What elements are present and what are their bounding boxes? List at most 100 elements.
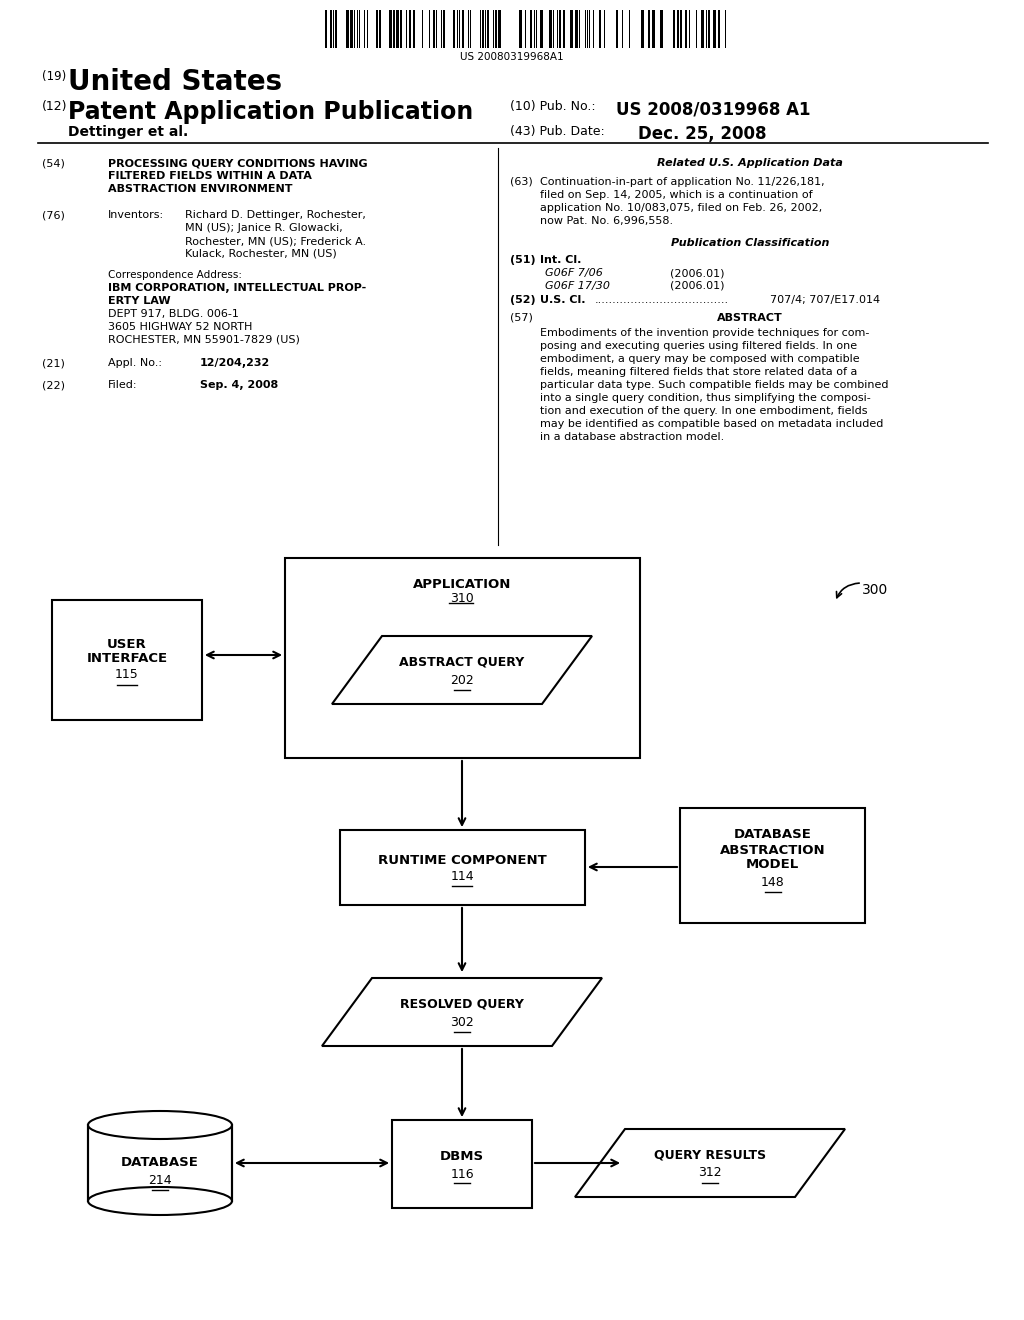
Text: 312: 312	[698, 1167, 722, 1180]
Bar	[677, 11, 679, 48]
Text: RESOLVED QUERY: RESOLVED QUERY	[400, 998, 524, 1011]
Text: Appl. No.:: Appl. No.:	[108, 358, 162, 368]
Text: RUNTIME COMPONENT: RUNTIME COMPONENT	[378, 854, 547, 866]
Bar	[718, 11, 720, 48]
Text: Rochester, MN (US); Frederick A.: Rochester, MN (US); Frederick A.	[185, 236, 367, 246]
Text: (22): (22)	[42, 380, 65, 389]
Bar	[389, 11, 392, 48]
Bar	[519, 11, 522, 48]
Text: (21): (21)	[42, 358, 65, 368]
Text: G06F 7/06: G06F 7/06	[545, 268, 603, 279]
Text: Publication Classification: Publication Classification	[671, 238, 829, 248]
Text: FILTERED FIELDS WITHIN A DATA: FILTERED FIELDS WITHIN A DATA	[108, 172, 312, 181]
Bar	[376, 11, 378, 48]
Ellipse shape	[88, 1111, 232, 1139]
Bar	[453, 11, 455, 48]
Text: (2006.01): (2006.01)	[670, 281, 725, 290]
Bar	[713, 11, 716, 48]
Text: Related U.S. Application Data: Related U.S. Application Data	[657, 158, 843, 168]
Text: (54): (54)	[42, 158, 65, 168]
Ellipse shape	[88, 1187, 232, 1214]
Text: 148: 148	[761, 875, 784, 888]
Bar	[413, 11, 415, 48]
Text: Embodiments of the invention provide techniques for com-: Embodiments of the invention provide tec…	[540, 327, 869, 338]
Text: posing and executing queries using filtered fields. In one: posing and executing queries using filte…	[540, 341, 857, 351]
Text: MODEL: MODEL	[745, 858, 799, 871]
Polygon shape	[332, 636, 592, 704]
Text: 3605 HIGHWAY 52 NORTH: 3605 HIGHWAY 52 NORTH	[108, 322, 252, 333]
Text: 310: 310	[451, 591, 474, 605]
Text: (52): (52)	[510, 294, 536, 305]
Bar	[599, 11, 601, 48]
Bar	[648, 11, 650, 48]
Bar	[433, 11, 435, 48]
Bar	[549, 11, 552, 48]
Text: Inventors:: Inventors:	[108, 210, 164, 220]
Text: PROCESSING QUERY CONDITIONS HAVING: PROCESSING QUERY CONDITIONS HAVING	[108, 158, 368, 168]
Text: MN (US); Janice R. Glowacki,: MN (US); Janice R. Glowacki,	[185, 223, 343, 234]
Text: 12/204,232: 12/204,232	[200, 358, 270, 368]
Bar	[52, 601, 202, 719]
Text: Sep. 4, 2008: Sep. 4, 2008	[200, 380, 279, 389]
Bar	[660, 11, 663, 48]
Text: Richard D. Dettinger, Rochester,: Richard D. Dettinger, Rochester,	[185, 210, 366, 220]
Text: IBM CORPORATION, INTELLECTUAL PROP-: IBM CORPORATION, INTELLECTUAL PROP-	[108, 282, 367, 293]
Text: Dettinger et al.: Dettinger et al.	[68, 125, 188, 139]
Text: tion and execution of the query. In one embodiment, fields: tion and execution of the query. In one …	[540, 407, 867, 416]
Polygon shape	[322, 978, 602, 1045]
Text: G06F 17/30: G06F 17/30	[545, 281, 610, 290]
Bar	[325, 11, 327, 48]
Text: 214: 214	[148, 1173, 172, 1187]
Text: USER: USER	[108, 639, 146, 652]
Text: ABSTRACTION ENVIRONMENT: ABSTRACTION ENVIRONMENT	[108, 183, 293, 194]
Text: (57): (57)	[510, 313, 532, 323]
Text: 707/4; 707/E17.014: 707/4; 707/E17.014	[770, 294, 880, 305]
Bar	[335, 11, 337, 48]
Text: now Pat. No. 6,996,558.: now Pat. No. 6,996,558.	[540, 216, 673, 226]
Bar	[340, 830, 585, 906]
Bar	[482, 11, 484, 48]
Text: US 20080319968A1: US 20080319968A1	[460, 51, 564, 62]
Bar	[680, 11, 682, 48]
Text: embodiment, a query may be composed with compatible: embodiment, a query may be composed with…	[540, 354, 859, 364]
Bar	[400, 11, 402, 48]
Text: Int. Cl.: Int. Cl.	[540, 255, 582, 265]
Text: may be identified as compatible based on metadata included: may be identified as compatible based on…	[540, 418, 884, 429]
Bar	[346, 11, 349, 48]
Text: QUERY RESULTS: QUERY RESULTS	[654, 1148, 766, 1162]
Text: APPLICATION: APPLICATION	[413, 578, 511, 591]
Bar	[495, 11, 497, 48]
Text: .....................................: .....................................	[595, 294, 729, 305]
Bar	[350, 11, 353, 48]
Text: Filed:: Filed:	[108, 380, 137, 389]
Text: DEPT 917, BLDG. 006-1: DEPT 917, BLDG. 006-1	[108, 309, 239, 319]
Bar	[559, 11, 561, 48]
Bar	[540, 11, 543, 48]
Text: ROCHESTER, MN 55901-7829 (US): ROCHESTER, MN 55901-7829 (US)	[108, 335, 300, 345]
Bar	[392, 1119, 532, 1208]
Text: particular data type. Such compatible fields may be combined: particular data type. Such compatible fi…	[540, 380, 889, 389]
Text: in a database abstraction model.: in a database abstraction model.	[540, 432, 724, 442]
Bar	[673, 11, 675, 48]
Bar	[393, 11, 395, 48]
Text: (19): (19)	[42, 70, 67, 83]
Text: (12): (12)	[42, 100, 68, 114]
Text: 202: 202	[451, 673, 474, 686]
Text: (10) Pub. No.:: (10) Pub. No.:	[510, 100, 596, 114]
Text: United States: United States	[68, 69, 283, 96]
Text: filed on Sep. 14, 2005, which is a continuation of: filed on Sep. 14, 2005, which is a conti…	[540, 190, 813, 201]
Text: (2006.01): (2006.01)	[670, 268, 725, 279]
Text: application No. 10/083,075, filed on Feb. 26, 2002,: application No. 10/083,075, filed on Feb…	[540, 203, 822, 213]
Text: ABSTRACTION: ABSTRACTION	[720, 843, 825, 857]
Text: Kulack, Rochester, MN (US): Kulack, Rochester, MN (US)	[185, 249, 337, 259]
Bar	[530, 11, 532, 48]
Bar	[570, 11, 573, 48]
Bar	[641, 11, 644, 48]
Text: fields, meaning filtered fields that store related data of a: fields, meaning filtered fields that sto…	[540, 367, 857, 378]
Text: 302: 302	[451, 1015, 474, 1028]
Text: Continuation-in-part of application No. 11/226,181,: Continuation-in-part of application No. …	[540, 177, 824, 187]
Text: ABSTRACT: ABSTRACT	[717, 313, 783, 323]
Bar	[285, 558, 640, 758]
Bar	[680, 808, 865, 923]
Text: (43) Pub. Date:: (43) Pub. Date:	[510, 125, 605, 139]
